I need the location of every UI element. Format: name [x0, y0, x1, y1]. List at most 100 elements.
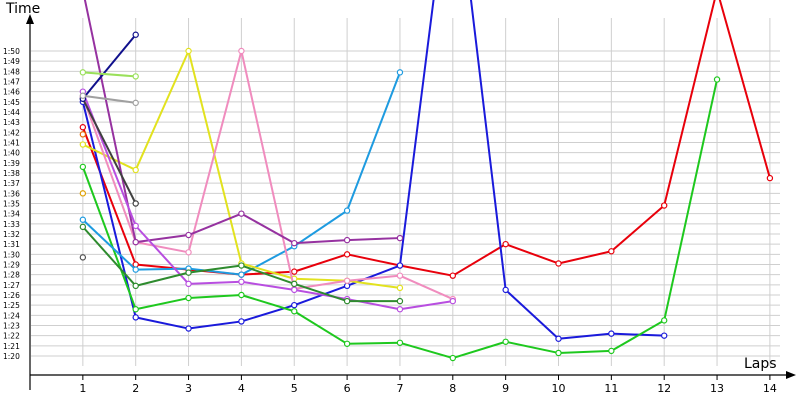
y-tick-label: 1:45 — [3, 98, 20, 107]
data-point — [502, 338, 509, 345]
x-tick-label: 8 — [449, 382, 456, 395]
data-point — [79, 92, 87, 99]
series-line — [81, 98, 137, 204]
series-line — [81, 0, 665, 340]
data-point — [343, 340, 351, 347]
data-point — [185, 249, 192, 256]
data-point — [79, 131, 87, 138]
x-tick-label: 7 — [396, 382, 403, 395]
data-point — [661, 317, 668, 324]
data-point — [132, 261, 139, 268]
y-tick-label: 1:41 — [3, 138, 20, 147]
series-line — [82, 94, 136, 104]
x-axis-arrow — [786, 371, 796, 379]
series — [79, 31, 139, 102]
data-point — [185, 325, 192, 332]
data-point — [132, 99, 139, 107]
y-tick-label: 1:32 — [3, 230, 20, 239]
data-point — [608, 248, 615, 255]
y-tick-label: 1:46 — [3, 88, 20, 97]
series — [79, 76, 721, 362]
data-point — [343, 207, 351, 214]
x-tick-label: 13 — [710, 382, 724, 395]
x-tick-label: 14 — [763, 382, 777, 395]
series — [79, 131, 87, 138]
x-tick-label: 10 — [552, 382, 566, 395]
data-point — [608, 330, 615, 337]
data-point — [132, 238, 139, 246]
y-tick-labels: 1:201:211:22 1:231:241:251:261:271:28 1:29… — [3, 47, 20, 361]
data-point — [132, 282, 139, 290]
data-point — [79, 216, 87, 223]
y-tick-label: 1:40 — [3, 149, 20, 158]
series — [79, 254, 87, 261]
data-point — [291, 280, 298, 288]
series-line — [81, 91, 453, 311]
x-tick-label: 6 — [344, 382, 351, 395]
data-point — [291, 308, 298, 315]
data-point — [291, 286, 298, 294]
data-point — [238, 278, 245, 285]
data-point — [132, 73, 139, 80]
data-point — [132, 306, 139, 313]
data-point — [132, 166, 139, 174]
y-tick-label: 1:42 — [3, 128, 20, 137]
data-point — [79, 124, 87, 131]
data-point — [79, 163, 87, 171]
series — [83, 0, 404, 247]
data-point — [79, 254, 87, 261]
y-tick-label: 1:34 — [3, 210, 20, 219]
data-point — [238, 262, 245, 269]
data-point — [343, 282, 351, 290]
series-line — [82, 34, 137, 100]
data-point — [449, 354, 456, 362]
data-point — [555, 260, 562, 267]
data-point — [79, 223, 87, 231]
data-point — [396, 262, 404, 269]
y-tick-label: 1:50 — [3, 47, 20, 56]
data-point — [238, 318, 245, 325]
data-point — [132, 31, 139, 38]
y-tick-label: 1:33 — [3, 220, 20, 229]
y-tick-label: 1:39 — [3, 159, 20, 168]
data-point — [132, 222, 139, 230]
data-point — [396, 297, 404, 305]
data-point — [396, 339, 404, 346]
series — [79, 190, 87, 197]
x-axis-title: Laps — [744, 356, 777, 372]
x-tick-label: 12 — [657, 382, 671, 395]
data-point — [79, 190, 87, 197]
data-point — [449, 297, 456, 305]
x-tick-label: 5 — [291, 382, 298, 395]
y-tick-label: 1:31 — [3, 240, 20, 249]
data-point — [661, 332, 668, 339]
data-point — [79, 69, 87, 76]
series — [79, 92, 139, 107]
data-point — [132, 314, 139, 321]
y-tick-label: 1:26 — [3, 291, 20, 300]
y-tick-label: 1:21 — [3, 342, 20, 351]
x-tick-label: 3 — [185, 382, 192, 395]
y-tick-label: 1:35 — [3, 199, 20, 208]
data-point — [238, 271, 245, 278]
data-point — [343, 277, 351, 284]
y-tick-label: 1:23 — [3, 321, 20, 330]
data-point — [185, 231, 192, 239]
data-point — [608, 347, 615, 355]
data-point — [502, 240, 509, 248]
x-tick-label: 11 — [604, 382, 618, 395]
y-tick-label: 1:44 — [3, 108, 20, 117]
data-point — [132, 266, 139, 273]
y-tick-label: 1:25 — [3, 301, 20, 310]
data-point — [185, 280, 192, 288]
data-point — [343, 236, 351, 244]
y-tick-label: 1:48 — [3, 67, 20, 76]
x-tick-label: 4 — [238, 382, 245, 395]
data-point — [238, 291, 245, 299]
series — [79, 0, 668, 342]
data-point — [343, 251, 351, 258]
data-point — [79, 141, 87, 148]
x-tick-label: 2 — [132, 382, 139, 395]
y-tick-label: 1:36 — [3, 189, 20, 198]
x-tick-label: 9 — [502, 382, 509, 395]
